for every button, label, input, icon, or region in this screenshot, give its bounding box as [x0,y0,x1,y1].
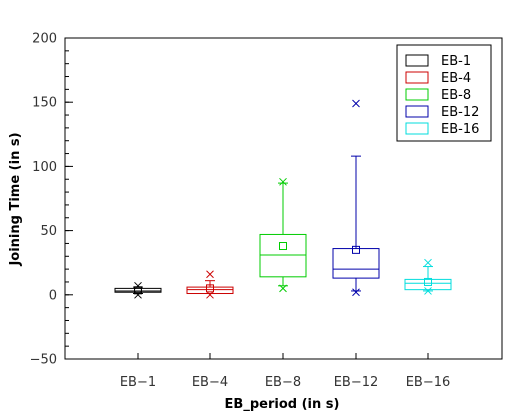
legend-label: EB-1 [441,54,471,69]
y-tick-label: 0 [49,288,57,303]
legend-swatch [405,122,429,135]
x-tick-label: EB−12 [334,375,379,390]
y-tick-label: 150 [32,96,57,111]
y-tick-label: 100 [32,160,57,175]
outlier-cross [352,288,360,297]
mean-marker [206,284,214,293]
box-iqr [404,278,452,291]
outlier-cross [134,281,142,290]
x-axis-title: EB_period (in s) [225,397,340,412]
x-tick-label: EB−4 [192,375,228,390]
mean-marker [424,277,432,286]
legend-swatch [405,105,429,118]
y-tick-label: 200 [32,32,57,47]
box-iqr [186,286,234,295]
mean-marker [134,286,142,295]
boxes [114,99,452,299]
outlier-cross [424,258,432,267]
legend-label: EB-12 [441,105,479,120]
x-tick-label: EB−16 [406,375,451,390]
outlier-cross [352,99,360,108]
y-tick-label: −50 [30,353,57,368]
outlier-cross [206,270,214,279]
box-eb-16 [404,258,452,295]
box-eb-4 [186,270,234,299]
legend-label: EB-16 [441,122,479,137]
box-iqr [332,248,380,279]
legend-box [396,44,492,142]
axes: −50 0 50 100 150 200 EB−1 EB−4 EB−8 EB−12 EB−16 [30,32,503,390]
outlier-cross [134,290,142,299]
legend-label: EB-8 [441,88,471,103]
outlier-cross [424,287,432,295]
box-iqr [114,287,162,293]
legend-label: EB-4 [441,71,471,86]
outlier-cross [279,177,287,186]
box-eb-1 [114,281,162,299]
mean-marker [279,242,287,251]
box-eb-8 [259,177,307,293]
x-tick-label: EB−8 [265,375,301,390]
legend-swatch [405,54,429,67]
outlier-cross [206,290,214,299]
x-tick-label: EB−1 [120,375,156,390]
box-iqr [259,233,307,278]
legend-swatch [405,71,429,84]
y-axis-title: Joining Time (in s) [8,132,23,266]
mean-marker [352,245,360,254]
box-eb-12 [332,99,380,297]
y-tick-label: 50 [40,224,57,239]
legend: EB-1 EB-4 EB-8 EB-12 EB-16 [396,44,492,142]
legend-swatch [405,88,429,101]
outlier-cross [279,284,287,293]
